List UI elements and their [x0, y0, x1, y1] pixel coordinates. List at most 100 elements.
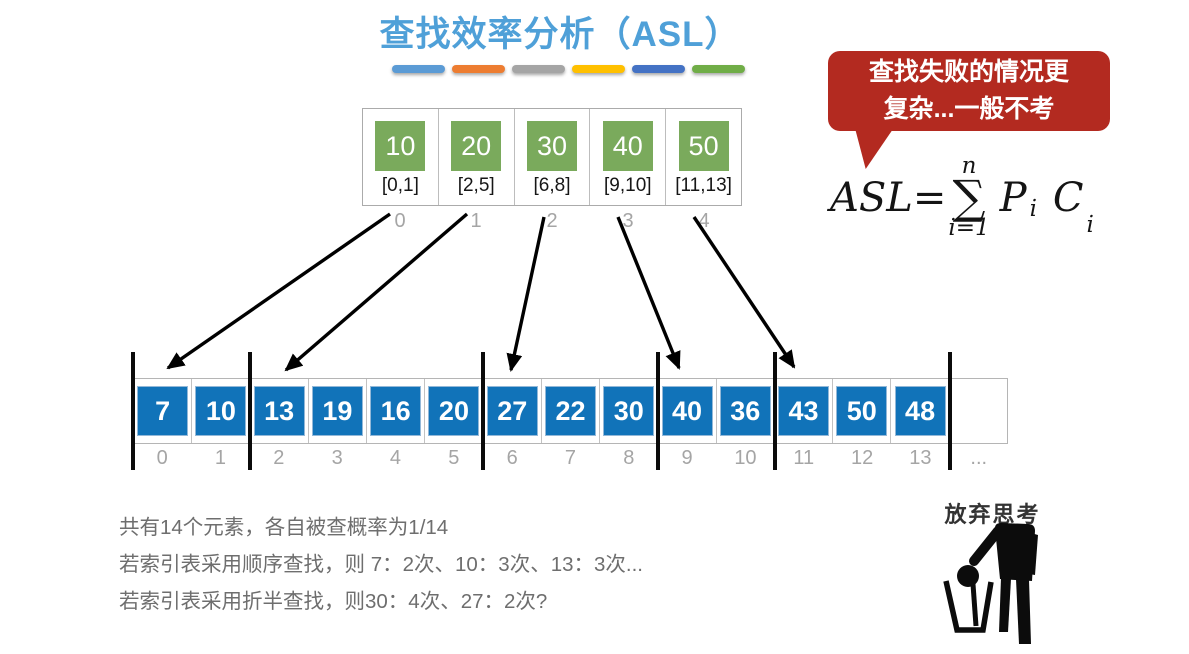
callout-text-line-1: 查找失败的情况更: [868, 58, 1069, 86]
divider-dash: [392, 65, 445, 73]
array-index-label: 5: [448, 447, 460, 469]
index-table: 10 [0,1] 20 [2,5] 30 [6,8] 40 [9,10] 50 …: [362, 108, 742, 206]
title-divider-dashes: [392, 65, 745, 73]
array-index-label: 10: [734, 447, 757, 469]
array-index-label: 9: [681, 447, 693, 469]
index-range-label: [6,8]: [533, 175, 571, 196]
index-range-label: [2,5]: [457, 175, 495, 196]
array-index-label: 13: [909, 447, 932, 469]
array-index-label: 7: [564, 447, 577, 469]
array-cell: 27: [484, 379, 542, 443]
arrow-range-1: [284, 212, 469, 372]
index-range-label: [9,10]: [604, 175, 652, 196]
index-number-label: 3: [622, 210, 634, 232]
array-cell: 48: [891, 379, 950, 443]
array-value-box: 50: [836, 386, 888, 436]
index-number-label: 2: [546, 210, 558, 232]
divider-dash: [632, 65, 685, 73]
array-index-label: 3: [331, 447, 343, 469]
array-value-box: [953, 386, 1004, 436]
array-index-label: 12: [850, 447, 874, 469]
arrow-range-4: [692, 216, 796, 369]
array-value-box: 27: [486, 386, 538, 436]
array-index-label: 2: [273, 447, 285, 469]
callout-text-line-2: 复杂...一般不考: [883, 95, 1055, 123]
index-table-indices: 0 1 2 3 4: [362, 210, 742, 233]
array-value-box: 48: [894, 386, 946, 436]
main-array-table: 7 10 13 19 16 20 27: [133, 378, 1008, 444]
trash-person-icon: [943, 523, 1038, 644]
array-cell: 36: [717, 379, 775, 443]
array-value-box: 10: [195, 386, 247, 436]
array-cell: 16: [367, 379, 426, 443]
array-value-box: 30: [603, 386, 655, 436]
array-cell: 50: [833, 379, 892, 443]
array-index-label: 11: [793, 447, 815, 469]
array-cell: 43: [775, 379, 834, 443]
index-table-cell: 40 [9,10]: [590, 109, 667, 205]
array-cell: 30: [600, 379, 659, 443]
array-value-box: 43: [778, 386, 830, 436]
array-value-box: 36: [719, 386, 771, 436]
index-value-box: 50: [678, 121, 729, 171]
arrow-range-0: [166, 212, 391, 370]
divider-dash: [452, 65, 505, 73]
formula-term-c-sub: i: [1086, 211, 1094, 238]
array-cell: 10: [192, 379, 251, 443]
array-cell: 40: [658, 379, 717, 443]
arrow-range-2: [506, 216, 546, 372]
formula-term-p: P: [999, 174, 1027, 221]
array-index-label: 1: [214, 447, 227, 469]
group-divider-line: [656, 352, 660, 470]
array-index-label: 4: [389, 447, 402, 469]
formula-sum-upper: n: [961, 153, 977, 179]
formula-term-c: C: [1052, 174, 1084, 221]
index-table-cell: 10 [0,1]: [363, 109, 439, 205]
divider-dash: [512, 65, 565, 73]
index-table-cell: 30 [6,8]: [515, 109, 591, 205]
array-index-label: 0: [156, 447, 168, 469]
array-cell: 22: [542, 379, 601, 443]
callout-bubble: 查找失败的情况更 复杂...一般不考: [828, 51, 1110, 131]
note-line-2: 若索引表采用顺序查找，则 7：2次、10：3次、13：3次...: [119, 553, 643, 576]
formula-sum-lower: i=1: [948, 215, 990, 242]
array-index-label: 8: [623, 447, 635, 469]
index-range-label: [11,13]: [675, 175, 732, 196]
array-index-label: ...: [970, 447, 988, 469]
formula-sum-symbol: ∑: [952, 170, 986, 224]
array-value-box: 16: [370, 386, 422, 436]
arrow-range-3: [616, 216, 681, 370]
array-value-box: 40: [661, 386, 713, 436]
divider-dash: [692, 65, 745, 73]
group-divider-line: [131, 352, 135, 470]
array-index-label: 6: [506, 447, 518, 469]
array-value-box: 19: [311, 386, 363, 436]
index-value-box: 40: [602, 121, 653, 171]
array-value-box: 20: [428, 386, 480, 436]
group-divider-line: [247, 352, 252, 470]
index-table-cell: 50 [11,13]: [666, 109, 741, 205]
array-cell: 7: [134, 379, 193, 443]
index-number-label: 1: [470, 210, 482, 232]
asl-formula: ASL= n ∑ i=1 P i C i: [830, 155, 1094, 240]
index-number-label: 0: [394, 210, 406, 232]
array-cell: 19: [309, 379, 368, 443]
formula-sum-stack: n ∑ i=1: [948, 155, 989, 240]
group-divider-line: [947, 352, 952, 470]
trash-can-icon: [943, 580, 994, 633]
headless-person-icon: [957, 523, 1038, 644]
group-divider-line: [772, 352, 777, 470]
array-value-box: 13: [253, 386, 305, 436]
array-cell: 13: [251, 379, 309, 443]
index-range-label: [0,1]: [381, 175, 419, 196]
array-cell: [950, 379, 1007, 443]
note-line-3: 若索引表采用折半查找，则30：4次、27：2次?: [119, 590, 548, 613]
group-divider-line: [481, 352, 485, 470]
index-number-label: 4: [698, 210, 710, 232]
index-value-box: 10: [375, 121, 426, 171]
formula-lhs: ASL=: [830, 174, 947, 221]
array-cell: 20: [425, 379, 484, 443]
array-value-box: 22: [544, 386, 596, 436]
page-title: 查找效率分析（ASL）: [379, 15, 741, 54]
